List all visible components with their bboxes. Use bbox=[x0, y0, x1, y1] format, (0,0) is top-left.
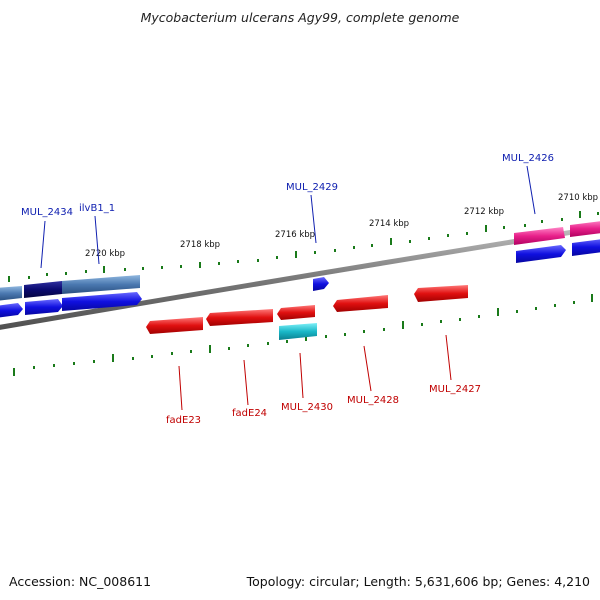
scale-ticks-bottom bbox=[13, 294, 593, 376]
rna-cyan[interactable] bbox=[279, 323, 317, 340]
gene-fade23[interactable] bbox=[146, 317, 203, 334]
gene-blue-2[interactable] bbox=[25, 299, 63, 315]
reverse-genes[interactable] bbox=[146, 285, 468, 340]
gene-mul-2427[interactable] bbox=[414, 285, 468, 302]
scale-label-2720: 2720 kbp bbox=[85, 249, 125, 259]
label-fade24: fadE24 bbox=[232, 408, 267, 419]
accession-text: Accession: NC_008611 bbox=[9, 574, 152, 589]
scale-ticks-top bbox=[8, 211, 599, 282]
topology-text: Topology: circular; Length: 5,631,606 bp… bbox=[246, 574, 590, 589]
label-mul-2426: MUL_2426 bbox=[502, 153, 554, 164]
gene-mul-2426[interactable] bbox=[514, 227, 565, 245]
gene-steel-left[interactable] bbox=[0, 286, 22, 301]
label-mul-2427: MUL_2427 bbox=[429, 384, 481, 395]
forward-genes-outer[interactable] bbox=[0, 220, 600, 301]
gene-mul-2434[interactable] bbox=[24, 281, 62, 298]
scale-label-2712: 2712 kbp bbox=[464, 207, 504, 217]
gene-blue-3[interactable] bbox=[62, 292, 142, 311]
gene-mul-2430[interactable] bbox=[277, 305, 315, 320]
label-fade23: fadE23 bbox=[166, 415, 201, 426]
gene-mul-2429[interactable] bbox=[313, 277, 329, 291]
forward-genes-inner[interactable] bbox=[0, 238, 600, 318]
gene-blue-right-1[interactable] bbox=[516, 245, 566, 263]
gene-mul-2428[interactable] bbox=[333, 295, 388, 312]
label-ilvb1-1: ilvB1_1 bbox=[79, 203, 115, 214]
scale-label-2710: 2710 kbp bbox=[558, 193, 598, 203]
label-mul-2434: MUL_2434 bbox=[21, 207, 73, 218]
scale-label-2718: 2718 kbp bbox=[180, 240, 220, 250]
gene-pink-right[interactable] bbox=[570, 220, 600, 237]
gene-blue-right-2[interactable] bbox=[572, 238, 600, 256]
leader-lines-bottom bbox=[178, 334, 452, 411]
gene-ilvb1-1[interactable] bbox=[62, 275, 140, 294]
gene-fade24[interactable] bbox=[206, 309, 273, 326]
scale-label-2714: 2714 kbp bbox=[369, 219, 409, 229]
gene-blue-left[interactable] bbox=[0, 303, 23, 318]
leader-lines-top bbox=[40, 165, 536, 269]
scale-label-2716: 2716 kbp bbox=[275, 230, 315, 240]
label-mul-2430: MUL_2430 bbox=[281, 402, 333, 413]
label-mul-2428: MUL_2428 bbox=[347, 395, 399, 406]
label-mul-2429: MUL_2429 bbox=[286, 182, 338, 193]
genome-title: Mycobacterium ulcerans Agy99, complete g… bbox=[140, 10, 460, 25]
